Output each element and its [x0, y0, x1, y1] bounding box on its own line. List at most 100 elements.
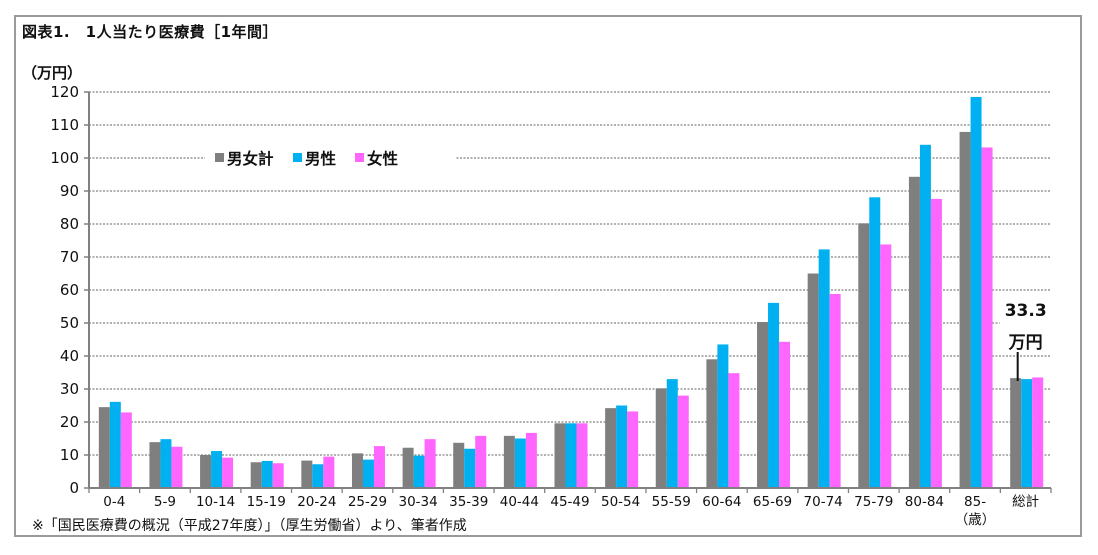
bar-total: [301, 460, 313, 488]
bar-total: [98, 407, 110, 488]
y-tick-label: 70: [60, 248, 79, 266]
bar-male: [514, 438, 526, 488]
x-tick-label: 75-79: [854, 494, 893, 510]
bar-total: [503, 435, 515, 488]
x-tick-label: 35-39: [449, 494, 488, 510]
bar-total: [757, 322, 769, 488]
bar-male: [362, 459, 374, 488]
bar-male: [261, 460, 273, 488]
x-tick-label: 0-4: [103, 494, 125, 510]
bar-male: [211, 451, 223, 488]
bar-female: [120, 412, 132, 488]
bar-female: [525, 432, 537, 488]
y-tick-label: 100: [50, 149, 79, 167]
bar-female: [222, 457, 234, 488]
bar-male: [970, 96, 982, 488]
y-tick-label: 80: [60, 215, 79, 233]
annotation-unit: 万円: [1008, 333, 1043, 353]
bar-female: [880, 244, 892, 488]
bar-total: [351, 453, 363, 488]
bar-female: [981, 147, 993, 488]
bar-male: [666, 379, 678, 488]
x-tick-label: 60-64: [702, 494, 741, 510]
legend-label-female: 女性: [367, 149, 399, 168]
bar-male: [413, 455, 425, 488]
x-axis-unit-label: （歳）: [955, 512, 996, 528]
bar-total: [402, 447, 414, 488]
bar-total: [149, 442, 161, 488]
y-tick-label: 0: [69, 479, 79, 497]
x-tick-label: 50-54: [601, 494, 640, 510]
bar-total: [807, 273, 819, 488]
x-tick-label: 30-34: [398, 494, 437, 510]
legend-swatch-female: [355, 153, 364, 162]
annotation-value: 33.3: [1005, 301, 1047, 321]
bar-female: [576, 423, 588, 488]
bar-male: [565, 423, 577, 488]
y-axis-unit-label: （万円）: [22, 64, 83, 82]
legend-swatch-total: [215, 153, 224, 162]
y-tick-label: 120: [50, 83, 79, 101]
y-tick-label: 90: [60, 182, 79, 200]
bar-male: [869, 197, 881, 488]
y-tick-label: 30: [60, 380, 79, 398]
bar-male: [464, 448, 476, 488]
bar-male: [717, 344, 729, 488]
y-tick-label: 60: [60, 281, 79, 299]
bar-male: [768, 302, 780, 488]
bar-female: [171, 446, 183, 488]
bar-total: [706, 359, 718, 488]
bar-male: [109, 401, 121, 488]
x-tick-label: 15-19: [247, 494, 286, 510]
bar-total: [959, 131, 971, 488]
legend-label-total: 男女計: [227, 149, 274, 168]
x-tick-label: 総計: [1012, 494, 1039, 510]
y-tick-label: 110: [50, 116, 79, 134]
x-tick-label: 20-24: [297, 494, 336, 510]
bar-female: [373, 446, 385, 488]
bar-female: [627, 411, 639, 488]
legend-swatch-male: [293, 153, 302, 162]
bar-total: [1010, 378, 1022, 488]
bar-female: [829, 293, 841, 488]
bar-female: [323, 456, 335, 488]
bar-total: [453, 442, 465, 488]
bar-female: [272, 463, 284, 488]
bar-male: [616, 405, 628, 488]
bar-total: [908, 176, 920, 488]
bar-male: [312, 464, 324, 488]
bar-male: [818, 249, 830, 488]
source-footnote: ※「国民医療費の概況（平成27年度）」（厚生労働省）より、筆者作成: [32, 518, 467, 534]
bar-female: [1032, 377, 1044, 488]
bar-male: [1021, 379, 1033, 488]
x-tick-label: 25-29: [348, 494, 387, 510]
y-tick-label: 10: [60, 446, 79, 464]
y-tick-label: 20: [60, 413, 79, 431]
x-tick-label: 45-49: [550, 494, 589, 510]
annotation-background: [999, 295, 1052, 351]
x-tick-label: 10-14: [196, 494, 235, 510]
x-tick-label: 5-9: [154, 494, 176, 510]
y-tick-label: 50: [60, 314, 79, 332]
bar-female: [779, 341, 791, 488]
legend-background: [205, 144, 455, 172]
bar-total: [605, 408, 617, 488]
bar-female: [930, 198, 942, 489]
bar-female: [475, 435, 487, 488]
x-tick-label: 55-59: [652, 494, 691, 510]
legend-label-male: 男性: [305, 149, 337, 168]
chart-title: 図表1. 1人当たり医療費［1年間］: [22, 23, 279, 41]
y-tick-label: 40: [60, 347, 79, 365]
bar-female: [728, 373, 740, 488]
chart-frame: [14, 15, 1082, 537]
bar-male: [919, 144, 931, 489]
bar-female: [424, 439, 436, 488]
x-tick-label: 80-84: [905, 494, 944, 510]
bar-total: [200, 455, 212, 488]
bar-total: [858, 223, 870, 488]
bar-total: [554, 423, 566, 488]
x-tick-label: 70-74: [804, 494, 843, 510]
bar-male: [160, 439, 172, 488]
bar-total: [655, 388, 667, 488]
